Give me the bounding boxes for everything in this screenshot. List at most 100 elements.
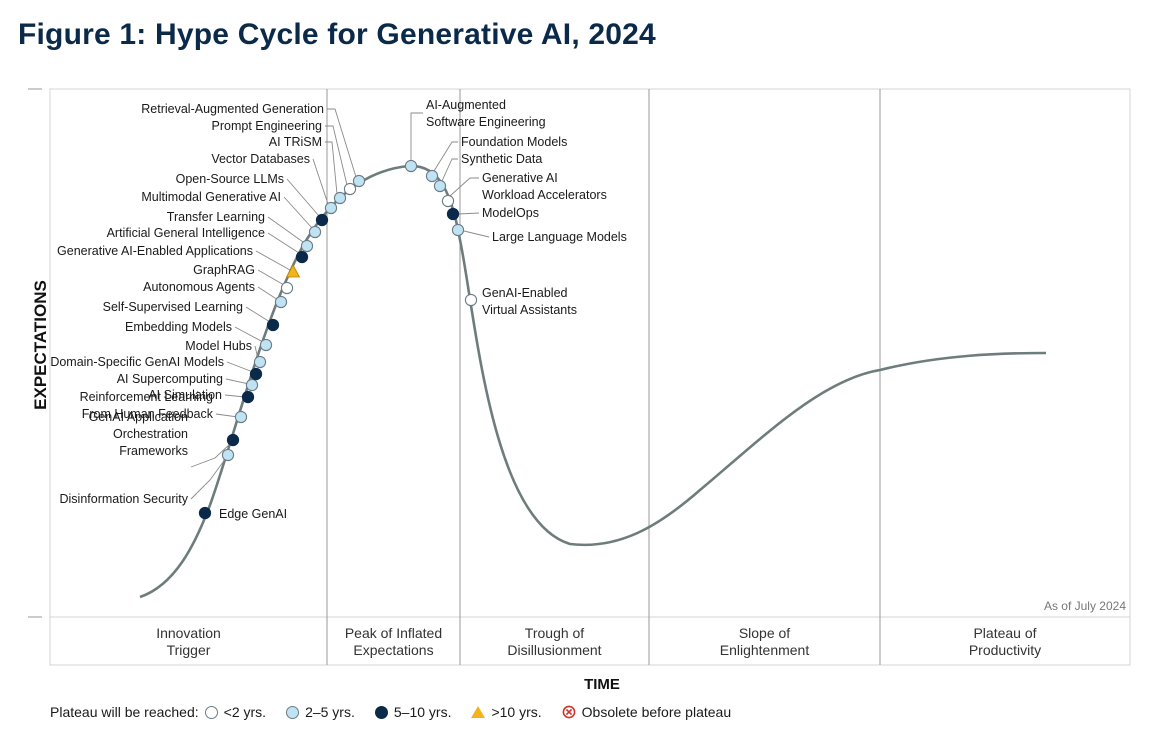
leader-line [226,361,254,373]
technology-label: Self-Supervised Learning [103,300,243,314]
technology-label: Autonomous Agents [143,280,255,294]
phase-label: Peak of Inflated [345,625,442,641]
leader-line [463,230,490,238]
phase-dividers [326,89,881,665]
legend-item-5to10: 5–10 yrs. [374,704,452,720]
technology-marker [333,191,347,205]
as-of-annotation: As of July 2024 [1044,599,1126,613]
technology-label: GenAI-Enabled [482,286,568,300]
technology-label: Workload Accelerators [482,188,607,202]
phase-band [49,616,1131,666]
yellow-triangle-icon [471,706,486,718]
legend-item-2to5: 2–5 yrs. [286,704,355,720]
technology-label: Retrieval-Augmented Generation [141,102,324,116]
legend: Plateau will be reached: <2 yrs. 2–5 yrs… [50,704,745,720]
technology-marker [241,390,255,404]
legend-text-obsolete: Obsolete before plateau [581,704,732,720]
technology-label: Generative AI-Enabled Applications [57,244,253,258]
technology-label: Generative AI [482,171,558,185]
legend-item-lt2: <2 yrs. [204,704,267,720]
phase-label: Slope of [739,625,790,641]
obsolete-x-icon [562,705,576,719]
legend-label: Plateau will be reached: [50,704,199,720]
technology-marker [324,201,338,215]
technology-label: AI Simulation [148,388,222,402]
technology-label: Open-Source LLMs [176,172,284,186]
phase-label: Disillusionment [507,642,601,658]
leader-line [257,286,279,301]
technology-label: Embedding Models [125,320,232,334]
technology-label: AI TRiSM [269,135,322,149]
technology-marker [259,338,273,352]
plot-frame [49,88,1131,618]
technology-label: Multimodal Generative AI [141,190,281,204]
phase-label: Plateau of [973,625,1036,641]
leader-line [325,141,338,195]
technology-marker [464,293,478,307]
leader-line [234,326,264,343]
technology-label: AI Supercomputing [117,372,223,386]
leader-line [190,457,227,500]
technology-label: Edge GenAI [219,507,287,521]
technology-marker [249,367,263,381]
legend-text-5to10: 5–10 yrs. [393,704,452,720]
technology-label: Artificial General Intelligence [107,226,265,240]
leader-line [267,216,304,243]
technology-marker [441,194,455,208]
technology-label: Model Hubs [185,339,252,353]
phase-label: Expectations [353,642,433,658]
technology-markers [198,159,478,520]
technology-marker [280,281,294,295]
legend-text-lt2: <2 yrs. [223,704,267,720]
white-circle-icon [204,705,218,719]
legend-item-gt10: >10 yrs. [471,704,542,720]
y-axis-label: EXPECTATIONS [31,280,50,410]
technology-marker [198,506,212,520]
technology-label: Transfer Learning [167,210,265,224]
technology-marker [404,159,418,173]
technology-label: Frameworks [119,444,188,458]
leader-line [312,158,329,205]
technology-marker [221,448,235,462]
leader-line [325,125,348,186]
technology-label: Virtual Assistants [482,303,577,317]
technology-marker [274,295,288,309]
technology-label: From Human Feedback [82,407,214,421]
technology-label: Reinforcement Learning [80,390,213,404]
phase-label: Trough of [525,625,585,641]
technology-marker [285,264,301,278]
technology-marker [226,433,240,447]
leader-line [225,378,250,385]
technology-marker [352,174,366,188]
legend-item-obsolete: Obsolete before plateau [562,704,731,720]
leader-line [433,141,458,172]
technology-label: Large Language Models [492,230,627,244]
leader-line [410,112,423,160]
technology-marker [245,378,259,392]
technology-label: Domain-Specific GenAI Models [50,355,224,369]
leader-line [286,178,320,217]
technology-label: Prompt Engineering [212,119,323,133]
leader-line [327,108,357,178]
technology-marker [308,225,322,239]
leader-line [267,232,300,254]
technology-label: ModelOps [482,206,539,220]
leader-line [190,442,232,468]
phase-label: Trigger [167,642,211,658]
technology-label: GenAI Application [89,410,188,424]
technology-marker [343,182,357,196]
phase-label: Enlightenment [720,642,810,658]
technology-marker [266,318,280,332]
technology-marker [446,207,460,221]
dark-blue-circle-icon [374,705,388,719]
technology-labels: Edge GenAI Disinformation Security GenAI A… [50,98,627,521]
technology-label: Vector Databases [211,152,310,166]
technology-label: Synthetic Data [461,152,542,166]
technology-label: Foundation Models [461,135,567,149]
leader-line [245,306,271,323]
leader-line [449,177,479,197]
technology-marker [295,250,309,264]
leader-line [283,196,313,229]
